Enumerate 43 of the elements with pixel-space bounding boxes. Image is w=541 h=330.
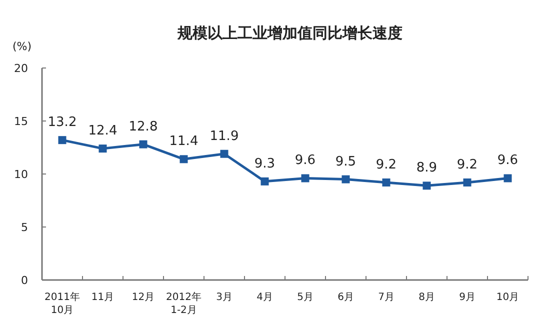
x-tick-label: 8月 [418,292,435,303]
data-label: 9.2 [456,157,478,172]
data-label: 12.4 [88,124,118,139]
data-label: 13.2 [48,115,77,130]
x-tick-label: 12月 [132,292,155,303]
y-tick-label: 15 [14,115,28,128]
point [382,178,390,186]
data-label: 9.3 [254,156,276,172]
x-tick-label: 9月 [459,292,476,303]
x-tick-label: 2012年 1-2月 [166,291,202,316]
y-axis-title: (%) [12,40,32,53]
point [463,178,472,186]
x-tick-label: 10月 [496,292,520,303]
point [422,182,431,190]
point [301,174,310,182]
point [139,140,148,148]
point [220,150,228,158]
y-tick-label: 20 [14,62,28,75]
x-tick-label: 3月 [216,292,232,303]
x-tick-label: 7月 [378,292,394,303]
data-label: 11.9 [210,128,239,144]
point [260,177,269,186]
point [58,136,66,144]
y-tick-label: 0 [21,274,28,287]
y-tick-label: 10 [14,168,28,181]
chart-title: 规模以上工业增加值同比增长速度 [176,24,402,42]
y-tick-label: 5 [21,221,28,234]
x-tick-label: 2011年 10月 [44,291,80,316]
data-label: 9.5 [335,154,356,170]
data-label: 9.6 [294,153,316,168]
x-tick-label: 4月 [256,292,273,303]
point [98,144,107,153]
point [180,155,188,164]
data-label: 8.9 [416,160,438,176]
x-tick-label: 6月 [338,292,354,303]
point [504,174,512,182]
data-label: 11.4 [169,134,198,150]
data-label: 12.8 [128,119,158,134]
point [342,175,350,184]
data-label: 9.6 [497,153,518,168]
x-tick-label: 11月 [91,292,114,303]
x-tick-label: 5月 [297,292,314,303]
data-label: 9.2 [376,157,397,172]
